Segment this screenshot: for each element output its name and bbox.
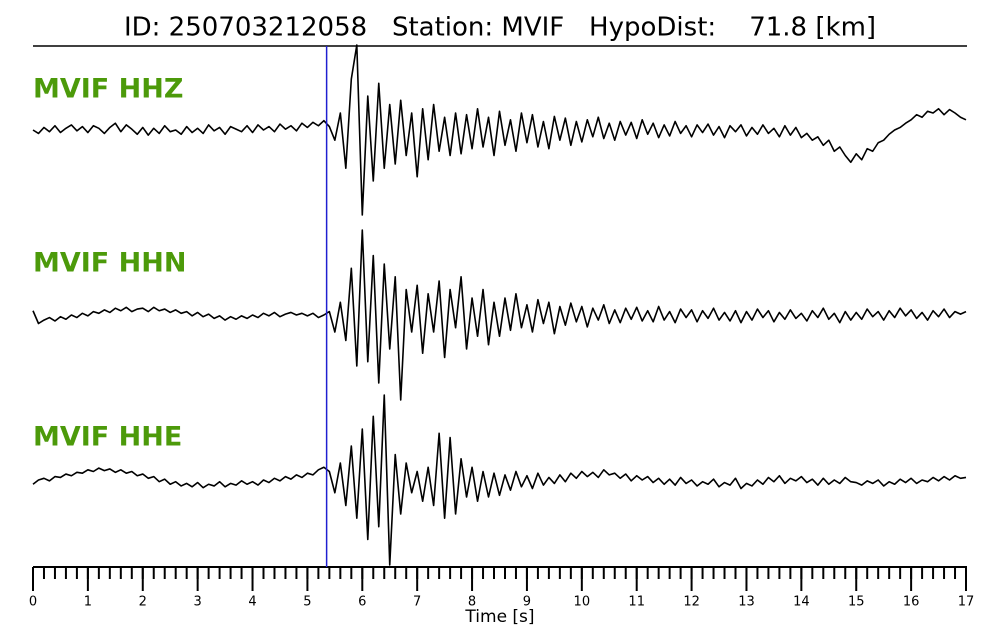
x-tick-label: 6 — [358, 595, 366, 610]
x-tick-label: 12 — [683, 595, 700, 610]
x-tick-label: 16 — [903, 595, 920, 610]
x-tick-label: 7 — [413, 595, 421, 610]
x-tick-label: 4 — [248, 595, 256, 610]
x-tick-label: 0 — [29, 595, 37, 610]
trace-label: MVIF HHN — [33, 248, 186, 279]
x-tick-label: 14 — [793, 595, 810, 610]
x-tick-label: 11 — [628, 595, 645, 610]
waveform — [32, 229, 967, 401]
x-tick-label: 1 — [84, 595, 92, 610]
x-tick-label: 10 — [574, 595, 591, 610]
x-tick-label: 15 — [848, 595, 865, 610]
x-tick-label: 3 — [194, 595, 202, 610]
x-tick-label: 9 — [523, 595, 531, 610]
chart-title: ID: 250703212058 Station: MVIF HypoDist:… — [124, 13, 876, 43]
x-tick-label: 17 — [958, 595, 975, 610]
trace-label: MVIF HHZ — [33, 74, 183, 105]
x-tick-label: 5 — [303, 595, 311, 610]
x-tick-label: 8 — [468, 595, 476, 610]
x-axis-label: Time [s] — [464, 607, 534, 627]
x-tick-label: 2 — [139, 595, 147, 610]
waveform — [32, 394, 967, 566]
trace-label: MVIF HHE — [33, 422, 182, 453]
x-tick-label: 13 — [738, 595, 755, 610]
waveform — [32, 44, 967, 216]
